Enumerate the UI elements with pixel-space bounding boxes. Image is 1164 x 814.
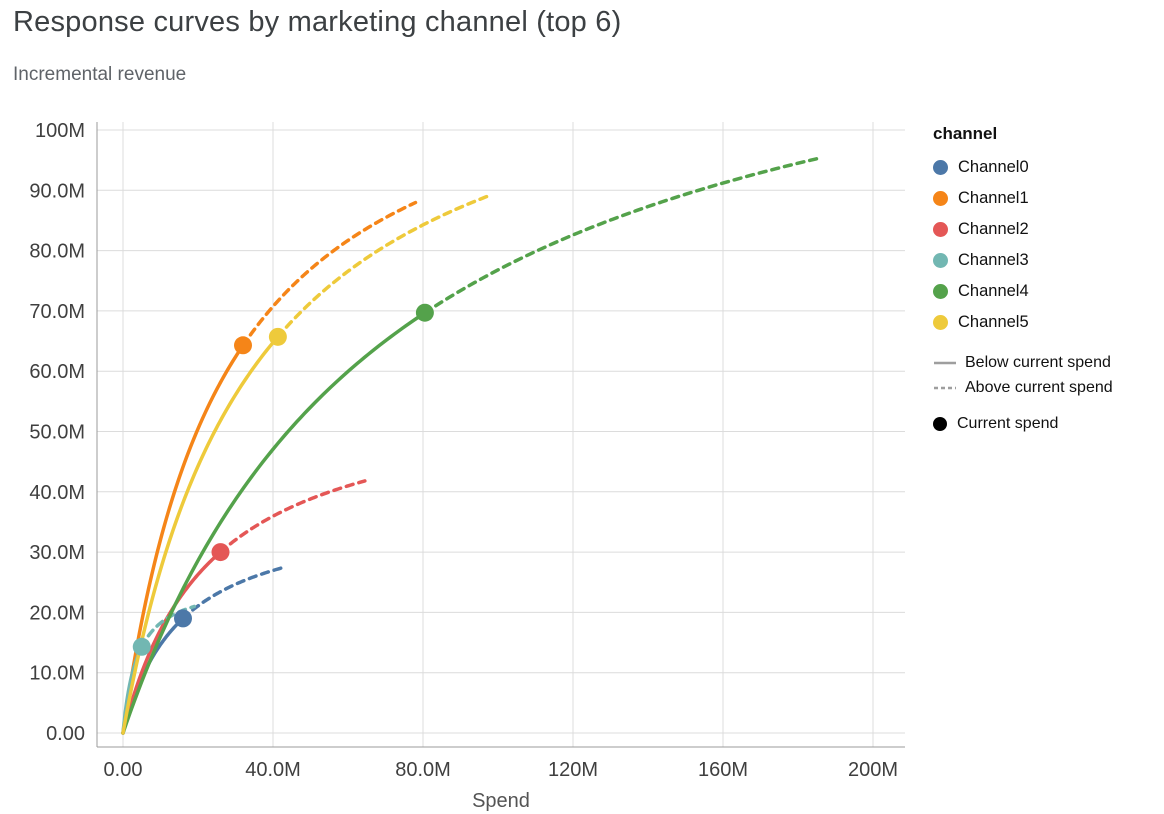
current-spend-marker-channel2 [211, 543, 230, 562]
x-tick-label: 40.0M [245, 759, 301, 781]
legend-item-above-current-spend: Above current spend [933, 379, 1163, 397]
legend-item-channel1: Channel1 [933, 189, 1163, 208]
y-tick-label: 60.0M [29, 361, 85, 383]
y-tick-label: 10.0M [29, 663, 85, 685]
curve-channel1-above [241, 200, 418, 348]
legend-item-below-current-spend: Below current spend [933, 354, 1163, 372]
y-tick-label: 50.0M [29, 422, 85, 444]
curve-channel1-below [121, 343, 245, 735]
y-tick-label: 90.0M [29, 180, 85, 202]
legend-item-channel3: Channel3 [933, 251, 1163, 270]
y-tick-label: 70.0M [29, 301, 85, 323]
legend-label: Below current spend [965, 354, 1111, 371]
x-tick-label: 200M [848, 759, 898, 781]
legend-item-channel0: Channel0 [933, 158, 1163, 177]
legend-label: Channel2 [958, 220, 1029, 238]
legend-label: Channel0 [958, 158, 1029, 176]
legend-label: Above current spend [965, 379, 1113, 396]
x-tick-label: 80.0M [395, 759, 451, 781]
x-tick-label: 0.00 [104, 759, 143, 781]
y-tick-label: 20.0M [29, 602, 85, 624]
legend-label: Channel3 [958, 251, 1029, 269]
legend-label: Channel1 [958, 189, 1029, 207]
plot-svg: 0.00 40.0M 80.0M 120M 160M 200M 0.00 10.0M 20.0M… [29, 120, 905, 812]
x-axis-title: Spend [472, 790, 530, 812]
x-tick-label: 120M [548, 759, 598, 781]
legend-label: Current spend [957, 415, 1059, 432]
curve-channel4-above [423, 156, 823, 315]
legend: channel Channel0 Channel1 Channel2 Channel3… [933, 124, 1163, 445]
y-tick-label: 30.0M [29, 542, 85, 564]
y-tick-label: 0.00 [46, 723, 85, 745]
curve-channel4-below [121, 311, 427, 735]
current-spend-marker-channel3 [132, 637, 151, 656]
legend-color-swatch-icon [933, 191, 948, 206]
x-tick-label: 160M [698, 759, 748, 781]
legend-color-swatch-icon [933, 315, 948, 330]
solid-line-swatch-icon [934, 361, 956, 365]
legend-label: Channel5 [958, 313, 1029, 331]
curve-channel2-above [218, 479, 367, 554]
legend-item-current-spend: Current spend [933, 415, 1163, 433]
current-spend-swatch-icon [933, 417, 947, 431]
curve-channel5-below [121, 335, 280, 735]
legend-channel-list: Channel0 Channel1 Channel2 Channel3 Channel4… [933, 158, 1163, 332]
legend-color-swatch-icon [933, 284, 948, 299]
legend-label: Channel4 [958, 282, 1029, 300]
legend-color-swatch-icon [933, 160, 948, 175]
legend-item-channel4: Channel4 [933, 282, 1163, 301]
y-tick-label: 100M [35, 120, 85, 142]
legend-title: channel [933, 124, 998, 143]
curve-channel0-above [181, 565, 286, 621]
current-spend-marker-channel5 [268, 327, 287, 346]
current-spend-marker-channel1 [234, 336, 252, 355]
legend-style-list: Below current spend Above current spend [933, 354, 1163, 397]
current-spend-marker-channel4 [415, 303, 434, 322]
dashed-line-swatch-icon [934, 386, 956, 390]
legend-item-channel5: Channel5 [933, 313, 1163, 332]
y-tick-label: 40.0M [29, 482, 85, 504]
legend-item-channel2: Channel2 [933, 220, 1163, 239]
legend-color-swatch-icon [933, 222, 948, 237]
y-tick-label: 80.0M [29, 241, 85, 263]
chart-title: Response curves by marketing channel (to… [13, 6, 622, 38]
curve-channel5-above [276, 193, 493, 339]
current-spend-marker-channel0 [174, 609, 192, 628]
y-axis-title: Incremental revenue [13, 64, 187, 85]
legend-color-swatch-icon [933, 253, 948, 268]
